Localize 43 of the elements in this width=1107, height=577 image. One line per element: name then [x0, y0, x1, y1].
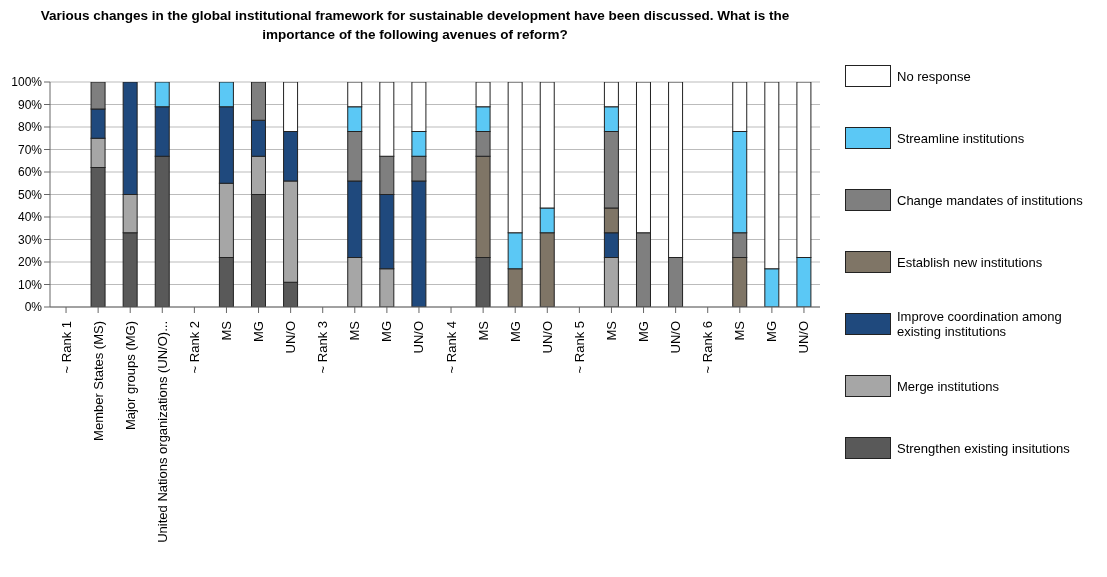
- x-tick-label: Member States (MS): [90, 321, 106, 441]
- x-tick-label: MG: [379, 321, 395, 342]
- y-tick-label: 80%: [17, 120, 43, 135]
- x-tick-label: UN/O: [668, 321, 684, 354]
- x-tick-label: ~ Rank 3: [315, 321, 331, 374]
- x-tick-label: MG: [507, 321, 523, 342]
- y-tick-label: 50%: [17, 187, 43, 202]
- x-tick-label: MS: [475, 320, 491, 341]
- legend-label: Establish new institutions: [897, 254, 1043, 270]
- x-tick-label: MS: [732, 320, 748, 341]
- x-tick-label: MG: [251, 321, 267, 342]
- legend-label: Streamline institutions: [897, 130, 1025, 146]
- legend-label: No response: [897, 68, 971, 84]
- x-tick-label: MG: [764, 321, 780, 342]
- legend-label: Strengthen existing insitutions: [897, 440, 1070, 456]
- legend-label: Improve coordination among existing institutions: [897, 309, 1063, 339]
- x-tick-label: MS: [603, 320, 619, 341]
- x-tick-label: MS: [218, 320, 234, 341]
- legend-label: Merge institutions: [897, 378, 999, 394]
- x-tick-label: UN/O: [411, 321, 427, 354]
- x-tick-label: Major groups (MG): [122, 321, 138, 431]
- y-tick-label: 90%: [17, 97, 43, 112]
- x-tick-label: MS: [347, 320, 363, 341]
- x-tick-label: UN/O: [796, 321, 812, 354]
- x-tick-label: ~ Rank 2: [186, 321, 202, 374]
- x-tick-label: UN/O: [283, 321, 299, 354]
- x-tick-label: ~ Rank 5: [571, 321, 587, 374]
- x-tick-label: ~ Rank 4: [443, 321, 459, 374]
- chart-title: Various changes in the global institutional framework for sustainable development have been discussed. What is the importance of the following avenues of reform?: [39, 7, 791, 44]
- x-tick-label: MG: [636, 321, 652, 342]
- x-tick-label: United Nations organizations (UN/O)...: [154, 321, 170, 543]
- x-tick-label: ~ Rank 1: [58, 321, 74, 374]
- y-tick-label: 20%: [17, 255, 43, 270]
- x-tick-label: UN/O: [539, 321, 555, 354]
- y-tick-label: 10%: [17, 277, 43, 292]
- legend-label: Change mandates of institutions: [897, 192, 1083, 208]
- x-tick-label: ~ Rank 6: [700, 321, 716, 374]
- y-tick-label: 30%: [17, 232, 43, 247]
- y-tick-label: 70%: [17, 142, 43, 157]
- y-tick-label: 0%: [24, 300, 43, 315]
- y-tick-label: 40%: [17, 210, 43, 225]
- y-tick-label: 100%: [11, 75, 43, 90]
- y-tick-label: 60%: [17, 165, 43, 180]
